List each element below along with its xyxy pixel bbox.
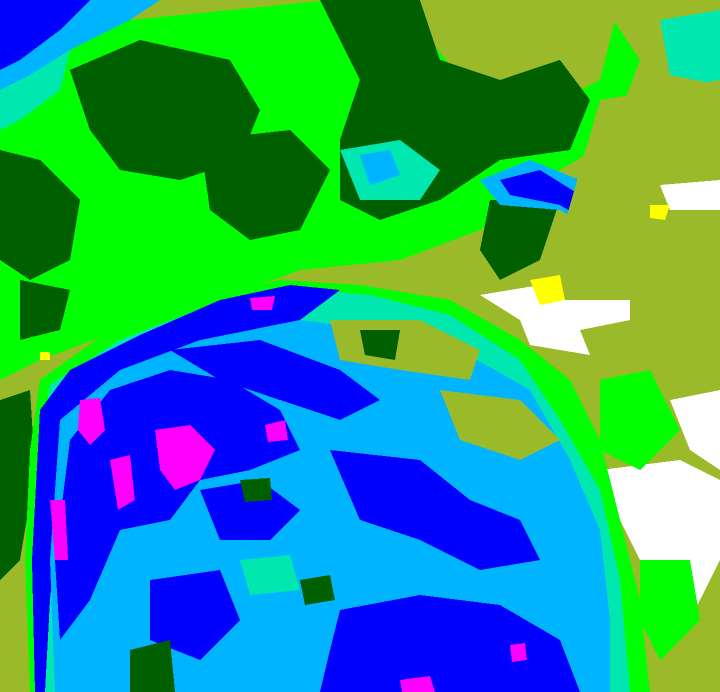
- aqua-region: [240, 555, 300, 595]
- darkgreen-region: [200, 130, 330, 240]
- yellow-region: [650, 205, 670, 220]
- magenta-region: [250, 296, 275, 310]
- magenta-region: [155, 425, 215, 490]
- darkgreen-region: [480, 200, 560, 280]
- olive-region: [440, 390, 560, 460]
- white-region: [660, 180, 720, 210]
- darkgreen-region: [360, 330, 400, 360]
- white-region: [480, 285, 630, 355]
- magenta-region: [78, 398, 105, 445]
- magenta-region: [265, 420, 288, 442]
- darkgreen-region: [240, 478, 272, 502]
- lime-region: [600, 370, 680, 470]
- lime-region: [640, 560, 700, 660]
- magenta-region: [50, 500, 68, 560]
- aqua-region: [0, 50, 70, 130]
- yellow-region: [530, 275, 565, 305]
- magenta-region: [400, 676, 435, 692]
- magenta-region: [510, 643, 527, 662]
- lightblue-region: [360, 150, 400, 185]
- blue-core: [170, 340, 380, 420]
- darkgreen-region: [130, 640, 175, 692]
- aqua-region: [660, 10, 720, 85]
- blue-core: [330, 450, 540, 570]
- darkgreen-region: [0, 390, 35, 580]
- white-region: [670, 390, 720, 470]
- darkgreen-region: [300, 575, 335, 605]
- blue-core: [150, 570, 240, 660]
- darkgreen-region: [0, 150, 80, 280]
- magenta-region: [110, 455, 135, 510]
- blue-core: [320, 595, 580, 692]
- blue-core: [200, 480, 300, 540]
- blue-core: [55, 370, 300, 640]
- lightblue-region: [0, 0, 160, 90]
- yellow-region: [40, 352, 50, 360]
- blue-region: [0, 0, 90, 70]
- darkgreen-region: [20, 280, 70, 340]
